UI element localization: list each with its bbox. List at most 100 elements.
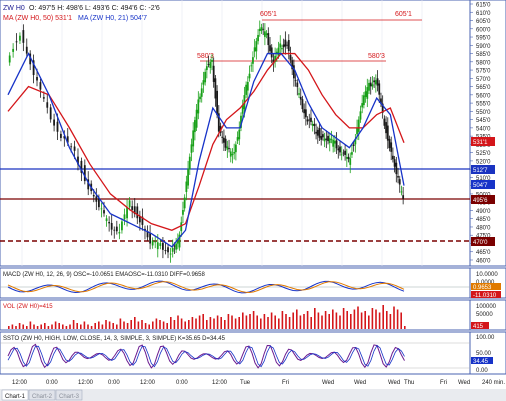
volume-bar: [94, 323, 96, 329]
volume-bar: [267, 317, 269, 329]
time-label: 0:00: [46, 380, 58, 386]
candle-body: [325, 138, 328, 140]
volume-bar: [231, 315, 233, 329]
candle-body: [118, 232, 121, 234]
candle-body: [231, 153, 234, 156]
volume-bar: [8, 326, 10, 329]
volume-bar: [389, 314, 392, 329]
candle-body: [369, 82, 372, 87]
candle-body: [339, 146, 341, 153]
volume-bar: [123, 321, 125, 329]
badge-vol: 415: [471, 322, 489, 330]
ssto-axis: [469, 331, 506, 375]
candle-body: [162, 242, 164, 250]
candle-body: [154, 241, 157, 243]
candle-body: [121, 221, 123, 231]
candle-body: [298, 93, 300, 95]
candle-body: [293, 65, 295, 79]
volume-bar: [256, 315, 258, 329]
candle-body: [335, 140, 338, 149]
candle-body: [229, 151, 232, 157]
candle-body: [250, 65, 253, 67]
sub-axis-label: 10.0000: [476, 272, 498, 278]
volume-bar: [216, 315, 219, 329]
candle-body: [267, 33, 270, 46]
candle-body: [209, 62, 212, 68]
candle-body: [252, 57, 254, 64]
candle-body: [320, 136, 323, 140]
candle-body: [146, 231, 149, 238]
volume-bar: [281, 311, 284, 329]
candle-body: [176, 241, 179, 244]
candle-body: [299, 96, 302, 100]
volume-bar: [134, 317, 136, 329]
volume-bar: [357, 306, 359, 329]
candle-body: [240, 115, 242, 128]
volume-bar: [15, 326, 17, 329]
volume-bar: [393, 306, 395, 329]
volume-bar: [33, 324, 35, 329]
candle-body: [224, 138, 227, 148]
candle-body: [385, 122, 387, 134]
candle-body: [383, 118, 386, 126]
volume-bar: [371, 308, 374, 329]
candle-body: [173, 245, 176, 247]
ssto-label: SSTO (ZW H0, HIGH, LOW, CLOSE, 14, 3, SI…: [3, 336, 226, 342]
candle-body: [192, 130, 195, 147]
candle-body: [226, 146, 229, 150]
volume-bar: [152, 321, 154, 329]
volume-bar: [299, 315, 302, 329]
time-label: Fri: [282, 380, 289, 386]
volume-bar: [224, 320, 226, 329]
candle-body: [169, 253, 172, 255]
time-label: 12:00: [140, 380, 156, 386]
candle-body: [356, 127, 358, 135]
candle-body: [316, 129, 319, 136]
sub-axis-label: 0.00: [476, 368, 488, 374]
candle-body: [133, 206, 136, 215]
level-580-label-right: 580'3: [368, 53, 385, 60]
candle-body: [255, 41, 258, 52]
candle-body: [284, 39, 287, 47]
volume-bar: [166, 323, 168, 329]
candle-body: [156, 242, 159, 250]
tab-chart-1[interactable]: Chart-1: [1, 389, 29, 401]
tab-label: Chart-3: [59, 394, 80, 400]
volume-bar: [306, 311, 309, 329]
volume-bar: [36, 326, 39, 329]
volume-bar: [206, 320, 208, 329]
candle-body: [315, 131, 317, 134]
candle-body: [56, 121, 59, 132]
candle-body: [205, 66, 208, 71]
price-tick-label: 555'0: [476, 102, 491, 108]
tab-chart-2[interactable]: Chart-2: [28, 389, 56, 401]
candle-body: [200, 88, 203, 97]
candle-body: [296, 82, 299, 88]
badge-macd-b: -11.0310: [471, 291, 501, 299]
price-tick-label: 610'0: [476, 11, 491, 17]
candle-body: [197, 99, 200, 114]
volume-bar: [44, 323, 46, 329]
candle-body: [368, 82, 370, 91]
candle-body: [36, 77, 38, 81]
price-tick-label: 550'0: [476, 110, 491, 116]
volume-bar: [314, 308, 316, 329]
volume-bar: [339, 315, 341, 329]
volume-bar: [195, 318, 197, 329]
candle-body: [187, 169, 189, 186]
volume-bar: [245, 315, 248, 329]
volume-bar: [274, 315, 276, 329]
candle-body: [228, 148, 230, 150]
volume-bar: [22, 324, 24, 329]
tab-chart-3[interactable]: Chart-3: [55, 389, 83, 401]
volume-bar: [213, 318, 215, 329]
volume-bar: [40, 324, 42, 329]
volume-bar: [58, 323, 60, 329]
candle-body: [241, 105, 244, 114]
volume-bar: [155, 318, 158, 329]
candle-body: [113, 229, 116, 231]
candle-body: [95, 196, 98, 202]
candle-body: [333, 140, 336, 144]
time-label: 240 min.: [482, 380, 505, 386]
